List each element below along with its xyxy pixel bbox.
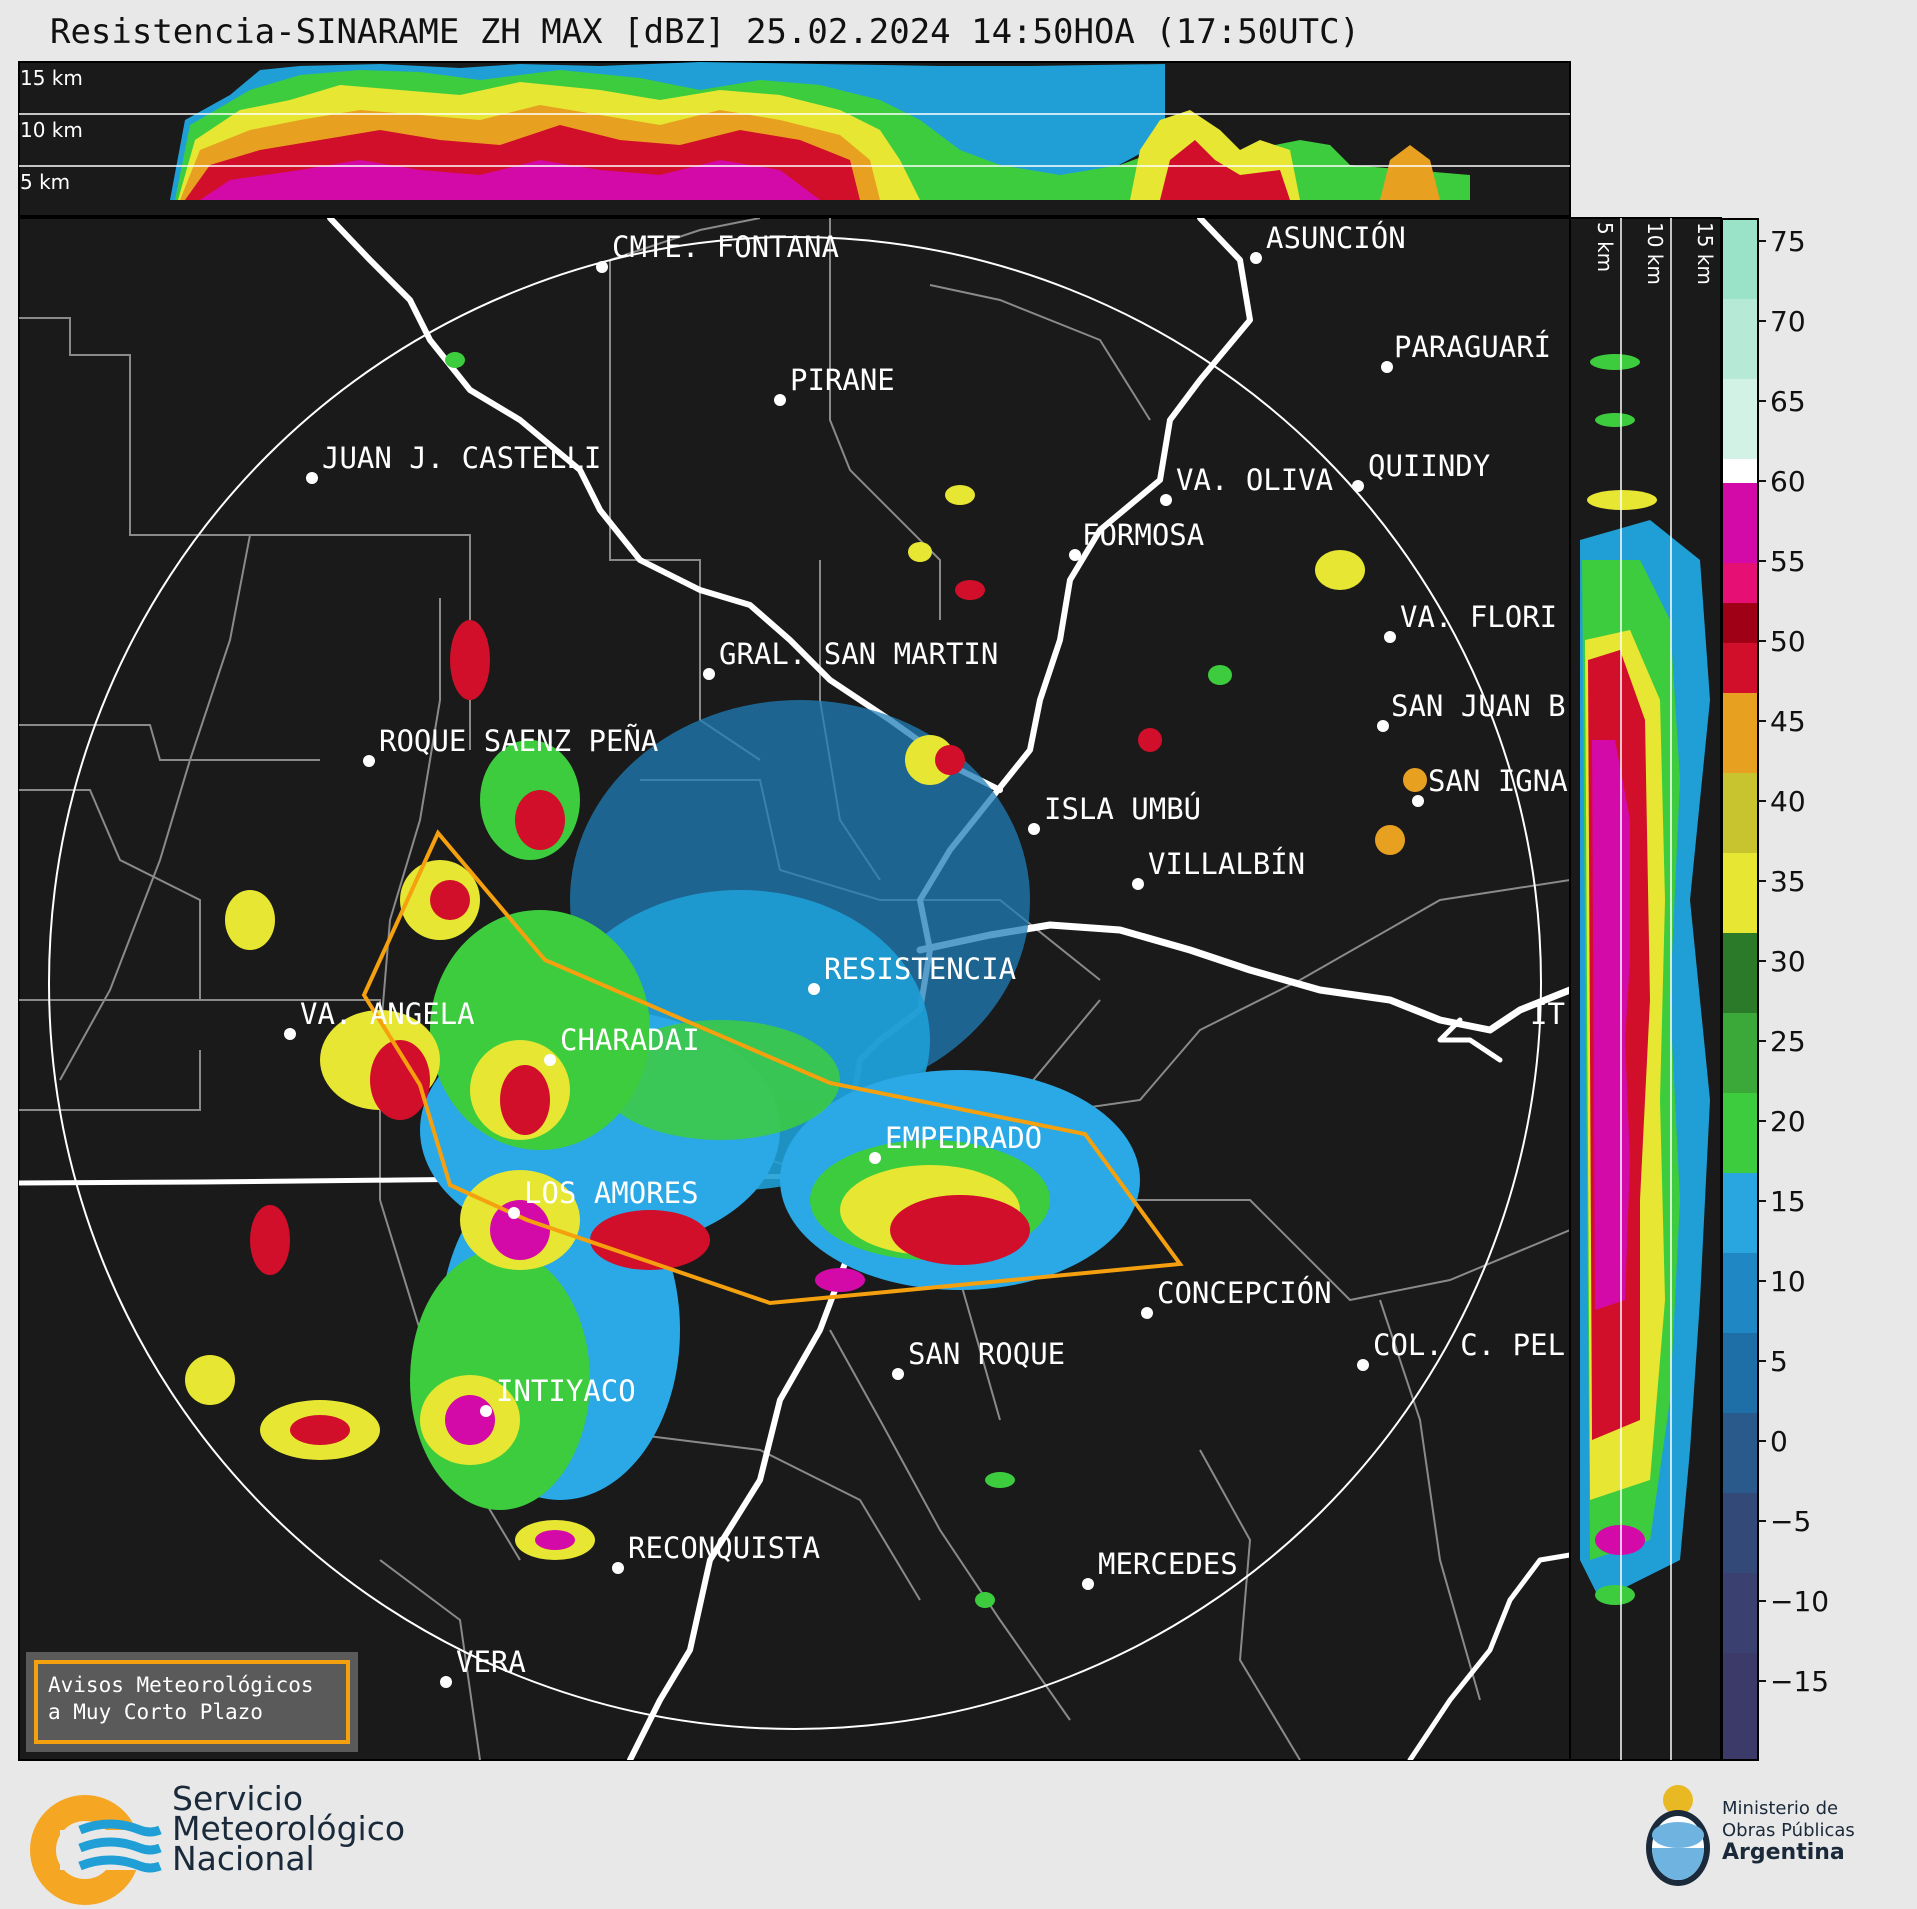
city-label-intiyaco: INTIYACO xyxy=(496,1374,636,1408)
colorbar-tick-30: 30 xyxy=(1770,945,1806,978)
side-height-echoes xyxy=(1580,354,1710,1605)
warnings-badge-line2: a Muy Corto Plazo xyxy=(48,1700,263,1724)
colorbar-tick-75: 75 xyxy=(1770,225,1806,258)
city-label-empedrado: EMPEDRADO xyxy=(885,1121,1042,1155)
city-label-isla-umbu: ISLA UMBÚ xyxy=(1044,792,1201,826)
side-label-5km: 5 km xyxy=(1593,222,1617,272)
colorbar-tick-0: 0 xyxy=(1770,1425,1788,1458)
colorbar-tick-15: 15 xyxy=(1770,1185,1806,1218)
city-markers xyxy=(284,252,1424,1688)
city-label-it: IT xyxy=(1530,997,1565,1031)
city-labels: CMTE. FONTANA ASUNCIÓN PARAGUARÍ PIRANE … xyxy=(300,221,1568,1679)
top-label-10km: 10 km xyxy=(20,118,83,142)
colorbar-tick-45: 45 xyxy=(1770,705,1806,738)
city-label-va-flori: VA. FLORI xyxy=(1400,600,1557,634)
city-label-san-roque: SAN ROQUE xyxy=(908,1337,1065,1371)
city-label-reconquista: RECONQUISTA xyxy=(628,1531,820,1565)
colorbar-tick-60: 60 xyxy=(1770,465,1806,498)
warnings-badge: Avisos Meteorológicos a Muy Corto Plazo xyxy=(26,1652,358,1752)
colorbar-tick-20: 20 xyxy=(1770,1105,1806,1138)
top-label-15km: 15 km xyxy=(20,66,83,90)
city-label-juan-j-castelli: JUAN J. CASTELLI xyxy=(322,441,601,475)
map-title: Resistencia-SINARAME ZH MAX [dBZ] 25.02.… xyxy=(49,12,1361,52)
city-label-roque-saenz-pena: ROQUE SAENZ PEÑA xyxy=(379,724,658,758)
warnings-badge-line1: Avisos Meteorológicos xyxy=(48,1673,314,1697)
side-label-15km: 15 km xyxy=(1693,222,1717,285)
colorbar-tick-35: 35 xyxy=(1770,865,1806,898)
city-label-san-juan-b: SAN JUAN B xyxy=(1391,689,1566,723)
colorbar-tick-10: 10 xyxy=(1770,1265,1806,1298)
colorbar-tick-minus15: −15 xyxy=(1770,1665,1829,1698)
smn-line2: Meteorológico xyxy=(172,1809,406,1848)
colorbar-tick-labels: 75 70 65 60 55 50 45 40 35 30 25 20 15 1… xyxy=(1770,225,1829,1698)
colorbar-tick-70: 70 xyxy=(1770,305,1806,338)
warning-polygon xyxy=(361,829,1184,1306)
smn-line3: Nacional xyxy=(172,1839,315,1878)
colorbar-tick-55: 55 xyxy=(1770,545,1806,578)
top-label-5km: 5 km xyxy=(20,170,70,194)
ministry-line3: Argentina xyxy=(1722,1840,1845,1865)
colorbar-tick-5: 5 xyxy=(1770,1345,1788,1378)
side-height-profile-panel: 5 km 10 km 15 km xyxy=(1569,217,1722,1761)
city-label-va-angela: VA. ANGELA xyxy=(300,997,475,1031)
main-radar-map: CMTE. FONTANA ASUNCIÓN PARAGUARÍ PIRANE … xyxy=(18,217,1571,1761)
smn-logo xyxy=(30,1795,162,1905)
colorbar-tick-65: 65 xyxy=(1770,385,1806,418)
dbz-colorbar: 75 70 65 60 55 50 45 40 35 30 25 20 15 1… xyxy=(1721,218,1829,1761)
range-ring xyxy=(48,236,1542,1730)
colorbar-tick-minus5: −5 xyxy=(1770,1505,1811,1538)
city-label-san-igna: SAN IGNA xyxy=(1428,764,1568,798)
colorbar-tick-50: 50 xyxy=(1770,625,1806,658)
city-label-cmte-fontana: CMTE. FONTANA xyxy=(612,230,839,264)
city-label-villalbin: VILLALBÍN xyxy=(1148,847,1305,881)
ministry-line2: Obras Públicas xyxy=(1722,1820,1855,1841)
city-label-gral-san-martin: GRAL. SAN MARTIN xyxy=(719,637,998,671)
colorbar-tick-25: 25 xyxy=(1770,1025,1806,1058)
argentina-coat-of-arms-icon xyxy=(1646,1785,1710,1886)
smn-wordmark: Servicio Meteorológico Nacional xyxy=(172,1779,406,1878)
side-label-10km: 10 km xyxy=(1643,222,1667,285)
city-label-resistencia: RESISTENCIA xyxy=(824,952,1016,986)
city-label-los-amores: LOS AMORES xyxy=(524,1176,699,1210)
ministry-wordmark: Ministerio de Obras Públicas Argentina xyxy=(1722,1798,1855,1864)
colorbar-tick-minus10: −10 xyxy=(1770,1585,1829,1618)
city-label-col-c-pel: COL. C. PEL xyxy=(1373,1328,1565,1362)
colorbar-ticks xyxy=(1758,240,1766,1682)
top-height-profile-panel: 15 km 10 km 5 km xyxy=(18,61,1571,217)
city-label-concepcion: CONCEPCIÓN xyxy=(1157,1276,1332,1310)
ministry-line1: Ministerio de xyxy=(1722,1798,1839,1819)
radar-echoes xyxy=(185,352,1427,1608)
colorbar-tick-40: 40 xyxy=(1770,785,1806,818)
smn-line1: Servicio xyxy=(172,1779,304,1818)
city-label-mercedes: MERCEDES xyxy=(1098,1547,1238,1581)
city-label-paraguari: PARAGUARÍ xyxy=(1394,330,1551,364)
city-label-va-oliva: VA. OLIVA xyxy=(1176,463,1333,497)
city-label-vera: VERA xyxy=(456,1645,526,1679)
city-label-asuncion: ASUNCIÓN xyxy=(1266,221,1406,255)
city-label-charadai: CHARADAI xyxy=(560,1023,700,1057)
city-label-formosa: FORMOSA xyxy=(1082,518,1204,552)
city-label-quiindy: QUIINDY xyxy=(1368,449,1490,483)
city-label-pirane: PIRANE xyxy=(790,363,895,397)
